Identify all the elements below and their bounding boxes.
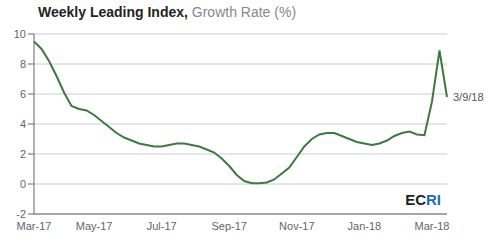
svg-text:Sep-17: Sep-17	[211, 220, 246, 232]
html-text:Weekly Leading Index, Growth R: Weekly Leading Index, Growth Rate (%)	[38, 4, 296, 20]
svg-text:Jan-18: Jan-18	[348, 220, 382, 232]
svg-text:6: 6	[20, 88, 26, 100]
svg-text:2: 2	[20, 148, 26, 160]
svg-text:Nov-17: Nov-17	[279, 220, 314, 232]
svg-text:4: 4	[20, 118, 26, 130]
svg-text:0: 0	[20, 178, 26, 190]
svg-text:Mar-17: Mar-17	[17, 220, 52, 232]
svg-text:8: 8	[20, 58, 26, 70]
svg-text:-2: -2	[16, 208, 26, 220]
svg-text:May-17: May-17	[76, 220, 113, 232]
svg-text:3/9/18: 3/9/18	[453, 91, 484, 103]
svg-text:10: 10	[14, 28, 26, 40]
svg-text:Jul-17: Jul-17	[147, 220, 177, 232]
svg-text:Mar-18: Mar-18	[415, 220, 450, 232]
html-text:EC RI: EC RI	[405, 191, 441, 208]
